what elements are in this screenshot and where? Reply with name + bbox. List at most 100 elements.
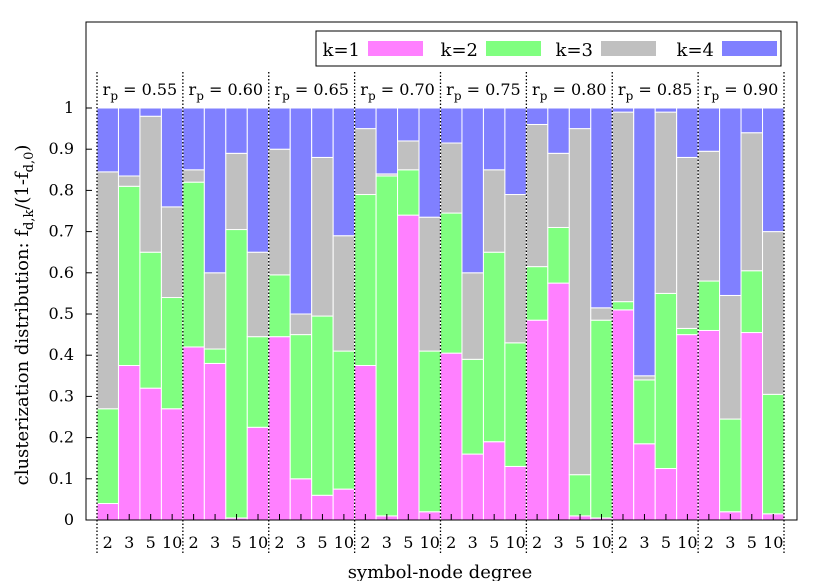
bar-segment-g4-d5-k1	[397, 214, 420, 521]
group-label: rp = 0.65	[274, 80, 349, 103]
bar-segment-g1-d3-k1	[117, 365, 141, 521]
bar-segment-g6-d3-k1	[547, 282, 570, 521]
group-label: rp = 0.75	[446, 80, 521, 103]
bar-segment-g7-d5-k1	[654, 468, 678, 521]
bar-segment-g2-d10-k2	[246, 336, 270, 428]
x-tick-label: 2	[360, 533, 370, 552]
group-labels: rp = 0.55 rp = 0.60 rp = 0.65 rp = 0.70 rp =…	[103, 80, 779, 103]
bar-segment-g7-d10-k1	[676, 334, 699, 521]
bar-segment-g8-d10-k4	[762, 107, 785, 233]
plot-frame	[85, 21, 798, 521]
bar-segment-g3-d2-k1	[268, 336, 291, 521]
bars-layer	[96, 107, 785, 521]
bar-segment-g3-d3-k4	[289, 107, 313, 315]
bar-segment-g2-d5-k3	[225, 152, 248, 231]
legend-label: k=4	[677, 40, 714, 61]
bar-segment-g4-d2-k2	[354, 194, 377, 366]
bar-segment-g3-d2-k3	[268, 148, 291, 276]
bar-segment-g3-d5-k2	[311, 315, 334, 496]
y-axis: 0 0.1 0.2 0.3 0.4 0.5 0.6 0.7 0.8 0.9 1	[49, 98, 92, 529]
bar-segment-g5-d5-k4	[482, 107, 506, 171]
bar-segment-g3-d2-k4	[268, 107, 291, 150]
bar-segment-g7-d3-k3	[633, 375, 656, 381]
x-tick-label: 5	[575, 533, 585, 552]
bar-segment-g6-d2-k3	[525, 123, 549, 268]
bar-segment-g7-d5-k3	[654, 111, 678, 294]
bar-segment-g6-d10-k3	[590, 307, 613, 321]
group-label: rp = 0.90	[704, 80, 779, 103]
y-axis-title-sub2: d,0	[22, 152, 37, 173]
legend-label: k=1	[323, 40, 360, 61]
x-tick-label: 2	[704, 533, 714, 552]
legend-label: k=3	[556, 40, 593, 61]
y-axis-title-main: clusterization distribution: f	[12, 229, 33, 486]
bar-segment-g8-d3-k3	[719, 294, 742, 420]
bar-segment-g2-d10-k4	[246, 107, 270, 253]
bar-segment-g2-d2-k1	[182, 346, 205, 521]
y-tick-label: 0.9	[49, 139, 74, 158]
bar-segment-g4-d10-k4	[418, 107, 441, 218]
bar-segment-g5-d5-k1	[482, 441, 506, 521]
x-tick-label: 2	[618, 533, 628, 552]
bar-segment-g1-d10-k3	[160, 206, 184, 299]
bar-segment-g6-d5-k4	[568, 107, 592, 130]
bar-segment-g3-d3-k2	[289, 334, 313, 480]
bar-segment-g6-d10-k2	[590, 319, 613, 519]
bar-segment-g2-d5-k2	[225, 229, 248, 519]
bar-segment-g6-d3-k3	[547, 152, 570, 228]
bar-segment-g2-d3-k4	[203, 107, 227, 274]
bar-segment-g3-d10-k3	[332, 235, 356, 352]
bar-segment-g4-d5-k4	[397, 107, 420, 142]
x-tick-label: 3	[553, 533, 563, 552]
bar-segment-g1-d10-k1	[160, 408, 184, 521]
y-tick-label: 0	[64, 510, 74, 529]
x-axis: 2 3 5 10 2 3 5 10 2 3 5 10 2 3 5 10 2 3 5 10 2 3 5 10 2 3 5 10 2 3 5 10	[103, 514, 783, 552]
bar-segment-g7-d5-k2	[654, 292, 678, 469]
y-tick-label: 0.4	[49, 345, 74, 364]
bar-segment-g2-d5-k4	[225, 107, 248, 154]
bar-segment-g6-d10-k4	[590, 107, 613, 309]
bar-segment-g1-d10-k2	[160, 297, 184, 410]
bar-segment-g6-d2-k1	[525, 319, 549, 521]
bar-segment-g1-d3-k4	[117, 107, 141, 177]
bar-segment-g7-d2-k2	[611, 301, 635, 311]
x-tick-label: 10	[677, 533, 697, 552]
bar-segment-g8-d2-k3	[697, 150, 721, 282]
x-tick-label: 3	[639, 533, 649, 552]
bar-segment-g8-d5-k4	[740, 107, 764, 134]
x-tick-label: 2	[274, 533, 284, 552]
bar-segment-g3-d10-k2	[332, 350, 356, 490]
bar-segment-g5-d3-k2	[461, 358, 484, 455]
bar-segment-g7-d2-k1	[611, 309, 635, 521]
bar-segment-g1-d2-k4	[96, 107, 119, 173]
x-tick-label: 2	[446, 533, 456, 552]
bar-segment-g5-d2-k3	[440, 142, 463, 214]
bar-segment-g6-d3-k4	[547, 107, 570, 154]
x-tick-label: 2	[189, 533, 199, 552]
legend-swatch	[486, 41, 541, 56]
bar-segment-g3-d5-k3	[311, 156, 334, 317]
y-tick-label: 0.6	[49, 263, 74, 282]
x-tick-label: 2	[532, 533, 542, 552]
bar-segment-g5-d5-k3	[482, 169, 506, 253]
bar-segment-g2-d2-k3	[182, 169, 205, 183]
bar-segment-g8-d2-k1	[697, 329, 721, 521]
group-separators	[96, 72, 785, 555]
bar-segment-g3-d2-k2	[268, 274, 291, 338]
y-axis-title: clusterization distribution: fd,k/(1-fd,…	[12, 145, 37, 486]
x-axis-title: symbol-node degree	[348, 562, 533, 581]
bar-segment-g5-d2-k1	[440, 352, 463, 521]
bar-segment-g4-d10-k2	[418, 350, 441, 513]
bar-segment-g3-d3-k3	[289, 313, 313, 336]
x-tick-label: 2	[103, 533, 113, 552]
x-tick-label: 5	[403, 533, 413, 552]
x-tick-label: 5	[231, 533, 241, 552]
y-tick-label: 0.7	[49, 222, 74, 241]
bar-segment-g1-d3-k3	[117, 175, 141, 187]
bar-segment-g4-d5-k3	[397, 140, 420, 171]
bar-segment-g7-d3-k2	[633, 379, 656, 445]
bar-segment-g7-d5-k4	[654, 107, 678, 113]
bar-segment-g7-d3-k1	[633, 443, 656, 521]
bar-segment-g1-d5-k2	[139, 251, 162, 389]
